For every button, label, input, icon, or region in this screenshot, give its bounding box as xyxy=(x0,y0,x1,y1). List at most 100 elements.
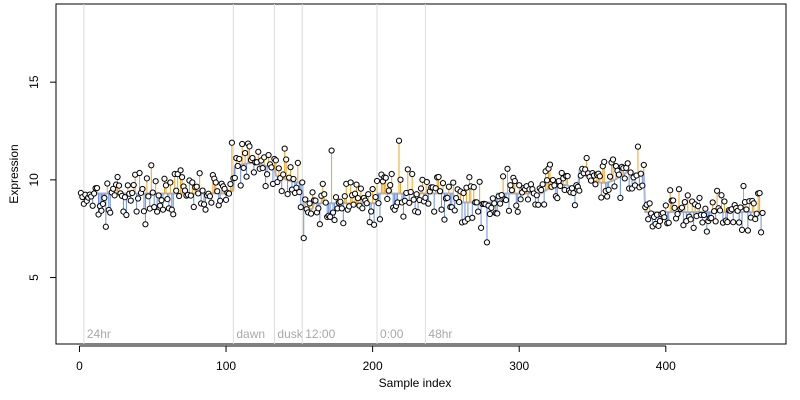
data-point xyxy=(338,205,345,212)
data-point xyxy=(227,180,234,188)
data-point xyxy=(170,211,177,218)
data-point xyxy=(237,182,244,189)
data-point xyxy=(123,211,130,219)
data-point xyxy=(615,171,622,178)
data-point xyxy=(557,182,564,190)
data-point xyxy=(551,182,558,189)
data-point xyxy=(300,234,307,242)
data-point xyxy=(451,207,458,214)
data-points-group xyxy=(77,137,766,246)
data-point xyxy=(661,214,668,221)
data-point xyxy=(366,219,373,226)
data-point xyxy=(498,191,505,199)
data-point xyxy=(200,201,208,208)
data-point xyxy=(243,173,250,180)
data-point xyxy=(296,189,303,196)
data-point xyxy=(508,187,515,194)
data-point xyxy=(756,189,763,197)
data-point xyxy=(576,187,583,194)
data-point xyxy=(177,167,184,174)
data-point xyxy=(596,173,603,180)
data-point xyxy=(240,164,247,172)
data-point xyxy=(737,204,744,211)
data-point xyxy=(145,193,152,200)
y-tick-label: 5 xyxy=(27,274,41,281)
data-point xyxy=(302,196,309,203)
data-point xyxy=(491,200,498,207)
data-point xyxy=(309,189,316,196)
data-point xyxy=(284,191,291,198)
data-point xyxy=(656,218,664,225)
data-point xyxy=(321,191,328,198)
data-point xyxy=(539,181,546,188)
data-point xyxy=(445,183,452,190)
data-point xyxy=(354,195,362,202)
data-point xyxy=(156,202,164,209)
data-point xyxy=(111,192,118,199)
data-point xyxy=(350,201,357,208)
data-point xyxy=(239,140,246,148)
data-point xyxy=(136,169,143,177)
data-point xyxy=(504,165,511,172)
event-marker-label: dusk xyxy=(277,327,303,341)
data-point xyxy=(127,197,134,204)
y-axis-label: Expression xyxy=(7,144,21,203)
data-point xyxy=(541,201,548,208)
data-point xyxy=(587,177,595,184)
data-point xyxy=(436,188,444,195)
data-point xyxy=(332,194,340,201)
data-point xyxy=(478,224,485,231)
data-point xyxy=(121,194,128,201)
data-point xyxy=(272,157,279,164)
data-point xyxy=(259,164,266,172)
data-point xyxy=(634,143,642,150)
event-marker-label: dawn xyxy=(236,327,265,341)
data-point xyxy=(328,147,335,154)
data-point xyxy=(708,214,715,222)
data-point xyxy=(696,194,703,202)
data-point xyxy=(752,216,759,223)
data-point xyxy=(675,186,683,193)
data-point xyxy=(439,180,447,187)
data-point xyxy=(670,197,677,204)
data-point xyxy=(385,187,392,194)
data-point xyxy=(475,208,482,215)
data-point xyxy=(231,174,238,182)
data-point xyxy=(250,169,257,176)
data-point xyxy=(114,173,121,181)
data-point xyxy=(639,182,646,189)
data-point xyxy=(369,185,376,193)
data-point xyxy=(409,170,416,178)
data-point xyxy=(592,181,599,188)
x-axis: 0 100 200 300 400 xyxy=(76,345,676,373)
data-point xyxy=(425,200,432,207)
data-point xyxy=(299,179,306,186)
data-point xyxy=(716,207,724,214)
data-point xyxy=(93,184,101,192)
data-point xyxy=(98,207,105,214)
data-point xyxy=(193,183,200,190)
data-point xyxy=(91,190,98,197)
data-point xyxy=(140,208,148,215)
x-tick-label: 400 xyxy=(656,359,676,373)
data-point xyxy=(388,170,395,178)
data-point xyxy=(460,189,467,197)
x-tick-label: 0 xyxy=(76,359,83,373)
data-point xyxy=(159,206,167,213)
y-tick-label: 15 xyxy=(27,75,41,89)
data-point xyxy=(281,145,288,152)
data-point xyxy=(598,194,605,201)
data-point xyxy=(489,195,496,202)
data-point xyxy=(432,185,439,192)
data-point xyxy=(721,198,728,205)
data-point xyxy=(315,205,322,212)
data-point xyxy=(234,162,241,170)
data-point xyxy=(417,185,425,192)
data-point xyxy=(154,208,161,215)
data-point xyxy=(368,208,375,215)
data-point xyxy=(750,200,757,207)
data-point xyxy=(212,179,219,186)
data-point xyxy=(359,205,366,212)
event-marker-label: 0:00 xyxy=(380,327,404,341)
data-point xyxy=(329,209,337,216)
